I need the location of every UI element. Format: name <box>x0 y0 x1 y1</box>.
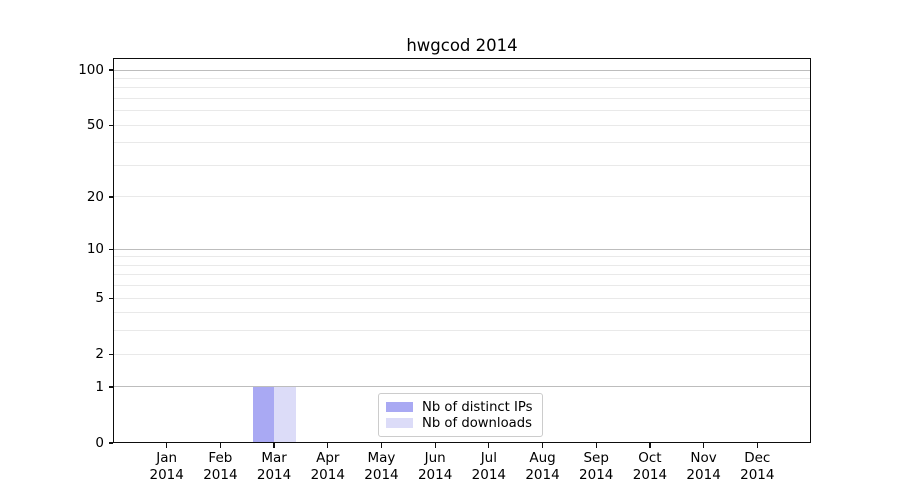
x-tick-mark <box>595 443 597 448</box>
gridline-minor <box>114 274 810 276</box>
y-tick-label-100: 100 <box>78 62 104 78</box>
y-tick-mark <box>108 442 113 444</box>
gridline-minor <box>114 124 810 126</box>
x-tick-label-apr: Apr 2014 <box>310 450 345 483</box>
x-tick-label-feb: Feb 2014 <box>203 450 238 483</box>
x-tick-label-oct: Oct 2014 <box>632 450 668 483</box>
y-tick-mark <box>108 196 113 198</box>
x-tick-mark <box>702 443 705 448</box>
x-tick-label-may: May 2014 <box>364 450 399 483</box>
plot-area <box>113 58 811 443</box>
y-tick-label-0: 0 <box>95 435 104 451</box>
gridline-minor <box>114 77 810 79</box>
gridline-minor <box>114 330 810 332</box>
y-tick-mark <box>108 353 113 355</box>
gridline-minor <box>114 164 810 166</box>
x-tick-label-sep: Sep 2014 <box>579 450 614 483</box>
legend-swatch-downloads <box>386 417 413 429</box>
legend: Nb of distinct IPs Nb of downloads <box>378 393 543 437</box>
gridline-minor <box>114 87 810 89</box>
gridline-minor <box>114 110 810 112</box>
y-tick-mark <box>108 386 113 388</box>
y-tick-label-20: 20 <box>86 188 104 205</box>
x-tick-mark <box>488 443 490 448</box>
gridline-minor <box>114 142 810 144</box>
y-tick-label-10: 10 <box>86 241 104 258</box>
gridline-minor <box>114 297 810 299</box>
gridline-minor <box>114 196 810 198</box>
gridline-minor <box>114 312 810 314</box>
x-tick-label-aug: Aug 2014 <box>525 450 560 483</box>
bar-nb-of-downloads <box>274 386 296 442</box>
gridline-minor <box>114 264 810 266</box>
x-tick-label-jun: Jun 2014 <box>417 450 453 483</box>
y-tick-mark <box>108 69 113 71</box>
x-tick-mark <box>541 443 544 448</box>
x-tick-mark <box>219 443 222 448</box>
bar-nb-of-distinct-ips <box>252 386 275 442</box>
legend-item-distinct-ips: Nb of distinct IPs <box>386 399 535 415</box>
legend-label-distinct-ips: Nb of distinct IPs <box>422 399 533 415</box>
gridline-minor <box>114 256 810 258</box>
x-tick-mark <box>434 443 436 448</box>
x-tick-mark <box>756 443 758 448</box>
x-tick-mark <box>649 443 651 448</box>
x-tick-label-jul: Jul 2014 <box>471 450 507 483</box>
x-tick-label-dec: Dec 2014 <box>740 450 775 483</box>
chart-title: hwgcod 2014 <box>406 36 518 55</box>
y-tick-label-5: 5 <box>95 290 104 307</box>
gridline-minor <box>114 97 810 99</box>
y-tick-mark <box>108 297 113 299</box>
gridline-minor <box>114 285 810 287</box>
y-tick-label-1: 1 <box>95 378 104 395</box>
gridline-major <box>114 69 810 71</box>
gridline-major <box>114 248 810 250</box>
y-tick-label-50: 50 <box>86 117 104 134</box>
y-tick-label-2: 2 <box>95 346 104 363</box>
legend-item-downloads: Nb of downloads <box>386 415 535 431</box>
x-tick-label-nov: Nov 2014 <box>686 450 721 483</box>
x-tick-label-mar: Mar 2014 <box>256 450 292 483</box>
x-tick-mark <box>166 443 168 448</box>
x-tick-mark <box>273 443 275 448</box>
gridline-minor <box>114 353 810 355</box>
legend-label-downloads: Nb of downloads <box>422 415 532 431</box>
y-tick-mark <box>108 248 113 250</box>
x-tick-label-jan: Jan 2014 <box>149 450 184 483</box>
y-tick-mark <box>108 124 113 126</box>
x-tick-mark <box>327 443 329 448</box>
x-tick-mark <box>380 443 383 448</box>
gridline-major <box>114 386 810 388</box>
legend-swatch-distinct-ips <box>386 401 413 413</box>
